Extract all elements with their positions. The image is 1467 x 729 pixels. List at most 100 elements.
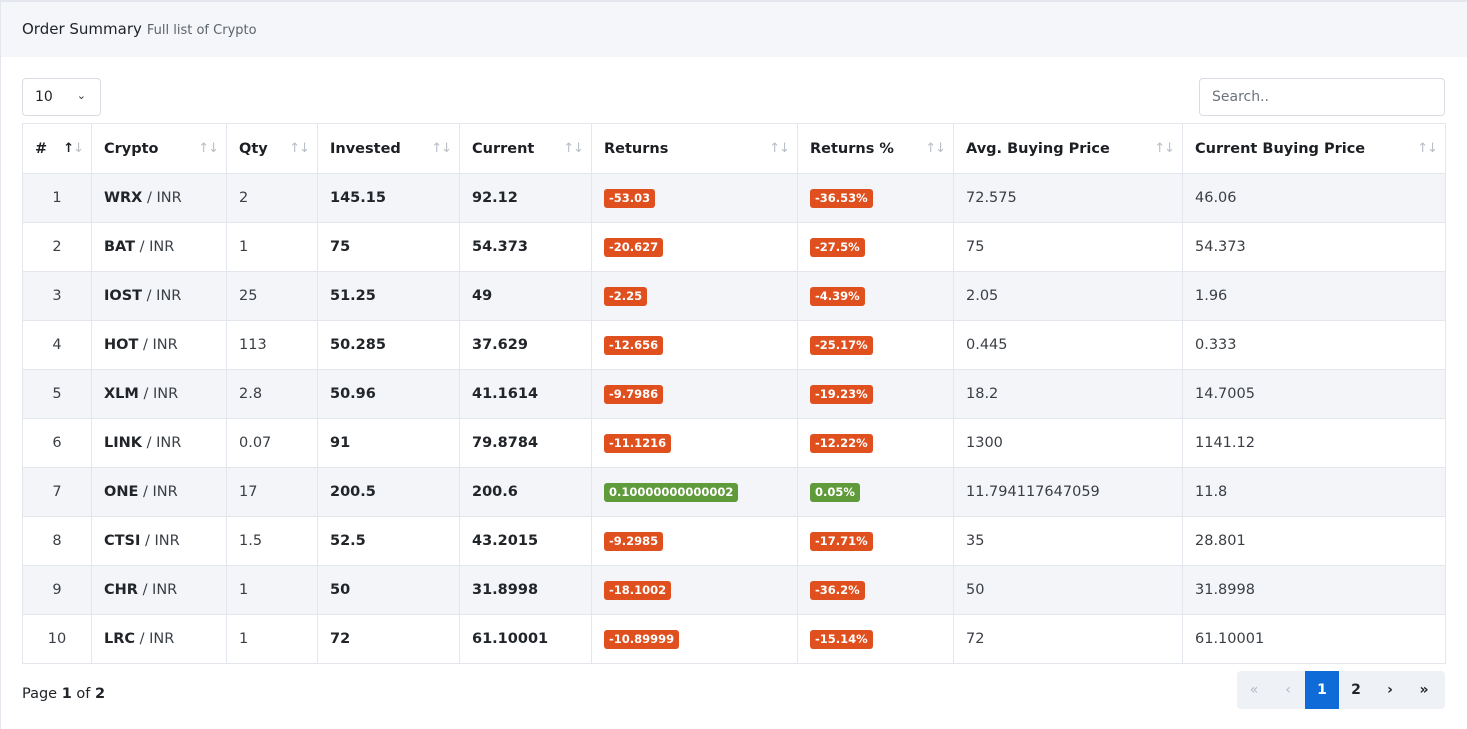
cell-index: 8 <box>22 516 92 566</box>
avg-buying-price: 75 <box>966 239 985 255</box>
row-index: 6 <box>52 435 62 451</box>
sort-arrows-icon[interactable]: ↑↓ <box>198 141 219 156</box>
returns-pct-badge: -36.2% <box>810 580 865 600</box>
current-buying-price: 28.801 <box>1195 533 1246 549</box>
last-page-button[interactable]: » <box>1419 682 1429 698</box>
cell-qty: 17 <box>226 467 318 517</box>
column-header[interactable]: Returns ↑↓ <box>591 123 798 174</box>
quote-currency: / INR <box>146 288 182 304</box>
sort-arrows-icon[interactable]: ↑↓ <box>431 141 452 156</box>
cell-current: 37.629 <box>459 320 592 370</box>
cell-crypto: WRX / INR <box>91 173 227 223</box>
row-index: 4 <box>52 337 62 353</box>
table-row[interactable]: 8 CTSI / INR 1.5 52.5 43.2015 -9.2985 -17.71% 3… <box>22 516 1446 566</box>
first-page-button[interactable]: « <box>1249 682 1259 698</box>
coin-symbol: CTSI <box>104 533 141 549</box>
current-value: 61.10001 <box>472 631 549 647</box>
sort-arrows-icon[interactable]: ↑↓ <box>563 141 584 156</box>
row-index: 5 <box>52 386 62 402</box>
cell-current: 31.8998 <box>459 565 592 615</box>
table-row[interactable]: 6 LINK / INR 0.07 91 79.8784 -11.1216 -12.22% 1… <box>22 418 1446 468</box>
table-row[interactable]: 2 BAT / INR 1 75 54.373 -20.627 -27.5% 75 54.373 <box>22 222 1446 272</box>
table-controls: 10 ⌄ <box>22 78 1445 116</box>
column-header[interactable]: Returns % ↑↓ <box>797 123 954 174</box>
quote-currency: / INR <box>139 239 175 255</box>
returns-pct-badge: -17.71% <box>810 531 873 551</box>
cell-current: 49 <box>459 271 592 321</box>
avg-buying-price: 72 <box>966 631 985 647</box>
quote-currency: / INR <box>144 533 180 549</box>
row-index: 1 <box>52 190 62 206</box>
cell-returns: -10.89999 <box>591 614 798 664</box>
cell-invested: 50.285 <box>317 320 460 370</box>
next-page-button[interactable]: › <box>1387 682 1393 698</box>
cell-invested: 145.15 <box>317 173 460 223</box>
returns-badge: -11.1216 <box>604 433 672 453</box>
current-buying-price: 61.10001 <box>1195 631 1265 647</box>
sort-arrows-icon[interactable]: ↑↓ <box>63 141 84 156</box>
cell-returns: -53.03 <box>591 173 798 223</box>
column-header[interactable]: Crypto ↑↓ <box>91 123 227 174</box>
column-header[interactable]: Current Buying Price ↑↓ <box>1182 123 1446 174</box>
invested-value: 72 <box>330 631 351 647</box>
column-header[interactable]: Current ↑↓ <box>459 123 592 174</box>
table-row[interactable]: 10 LRC / INR 1 72 61.10001 -10.89999 -15.14% 72… <box>22 614 1446 664</box>
current-value: 37.629 <box>472 337 528 353</box>
quote-currency: / INR <box>143 386 179 402</box>
cell-returns-pct: -15.14% <box>797 614 954 664</box>
current-buying-price: 1141.12 <box>1195 435 1255 451</box>
page-button-1[interactable]: 1 <box>1305 671 1339 709</box>
current-buying-price: 46.06 <box>1195 190 1237 206</box>
returns-pct-badge: -27.5% <box>810 237 865 257</box>
table-row[interactable]: 7 ONE / INR 17 200.5 200.6 0.10000000000002 0.… <box>22 467 1446 517</box>
column-header[interactable]: # ↑↓ <box>22 123 92 174</box>
prev-page-button[interactable]: ‹ <box>1285 682 1291 698</box>
returns-badge: -53.03 <box>604 188 656 208</box>
cell-avg-price: 2.05 <box>953 271 1183 321</box>
cell-avg-price: 35 <box>953 516 1183 566</box>
cell-current-price: 1.96 <box>1182 271 1446 321</box>
table-row[interactable]: 4 HOT / INR 113 50.285 37.629 -12.656 -25.17% 0… <box>22 320 1446 370</box>
cell-returns: -9.2985 <box>591 516 798 566</box>
column-header[interactable]: Qty ↑↓ <box>226 123 318 174</box>
sort-arrows-icon[interactable]: ↑↓ <box>1154 141 1175 156</box>
row-index: 8 <box>52 533 62 549</box>
row-index: 3 <box>52 288 62 304</box>
sort-arrows-icon[interactable]: ↑↓ <box>289 141 310 156</box>
sort-arrows-icon[interactable]: ↑↓ <box>1417 141 1438 156</box>
table-row[interactable]: 3 IOST / INR 25 51.25 49 -2.25 -4.39% 2.05 1.96 <box>22 271 1446 321</box>
cell-invested: 52.5 <box>317 516 460 566</box>
cell-current-price: 28.801 <box>1182 516 1446 566</box>
table-row[interactable]: 9 CHR / INR 1 50 31.8998 -18.1002 -36.2% 50 31.8… <box>22 565 1446 615</box>
column-header-label: # <box>35 140 48 157</box>
table-row[interactable]: 5 XLM / INR 2.8 50.96 41.1614 -9.7986 -19.23% 1… <box>22 369 1446 419</box>
cell-returns-pct: -25.17% <box>797 320 954 370</box>
cell-invested: 91 <box>317 418 460 468</box>
current-value: 200.6 <box>472 484 518 500</box>
current-value: 41.1614 <box>472 386 539 402</box>
row-index: 7 <box>52 484 62 500</box>
table-row[interactable]: 1 WRX / INR 2 145.15 92.12 -53.03 -36.53% 72.57… <box>22 173 1446 223</box>
column-header[interactable]: Invested ↑↓ <box>317 123 460 174</box>
quote-currency: / INR <box>142 337 178 353</box>
cell-invested: 50.96 <box>317 369 460 419</box>
returns-badge: -18.1002 <box>604 580 672 600</box>
page-indicator: Page 1 of 2 <box>22 686 105 702</box>
page-label: Page <box>22 686 58 702</box>
invested-value: 51.25 <box>330 288 376 304</box>
page-size-select[interactable]: 10 ⌄ <box>22 78 101 116</box>
of-label: of <box>76 686 91 702</box>
sort-arrows-icon[interactable]: ↑↓ <box>769 141 790 156</box>
search-input[interactable] <box>1199 78 1445 116</box>
table-body: 1 WRX / INR 2 145.15 92.12 -53.03 -36.53% 72.57… <box>22 173 1446 664</box>
cell-crypto: BAT / INR <box>91 222 227 272</box>
sort-arrows-icon[interactable]: ↑↓ <box>925 141 946 156</box>
cell-qty: 113 <box>226 320 318 370</box>
invested-value: 75 <box>330 239 351 255</box>
cell-returns: -18.1002 <box>591 565 798 615</box>
page-button-2[interactable]: 2 <box>1351 682 1361 698</box>
avg-buying-price: 18.2 <box>966 386 999 402</box>
invested-value: 145.15 <box>330 190 386 206</box>
column-header[interactable]: Avg. Buying Price ↑↓ <box>953 123 1183 174</box>
cell-returns-pct: -12.22% <box>797 418 954 468</box>
